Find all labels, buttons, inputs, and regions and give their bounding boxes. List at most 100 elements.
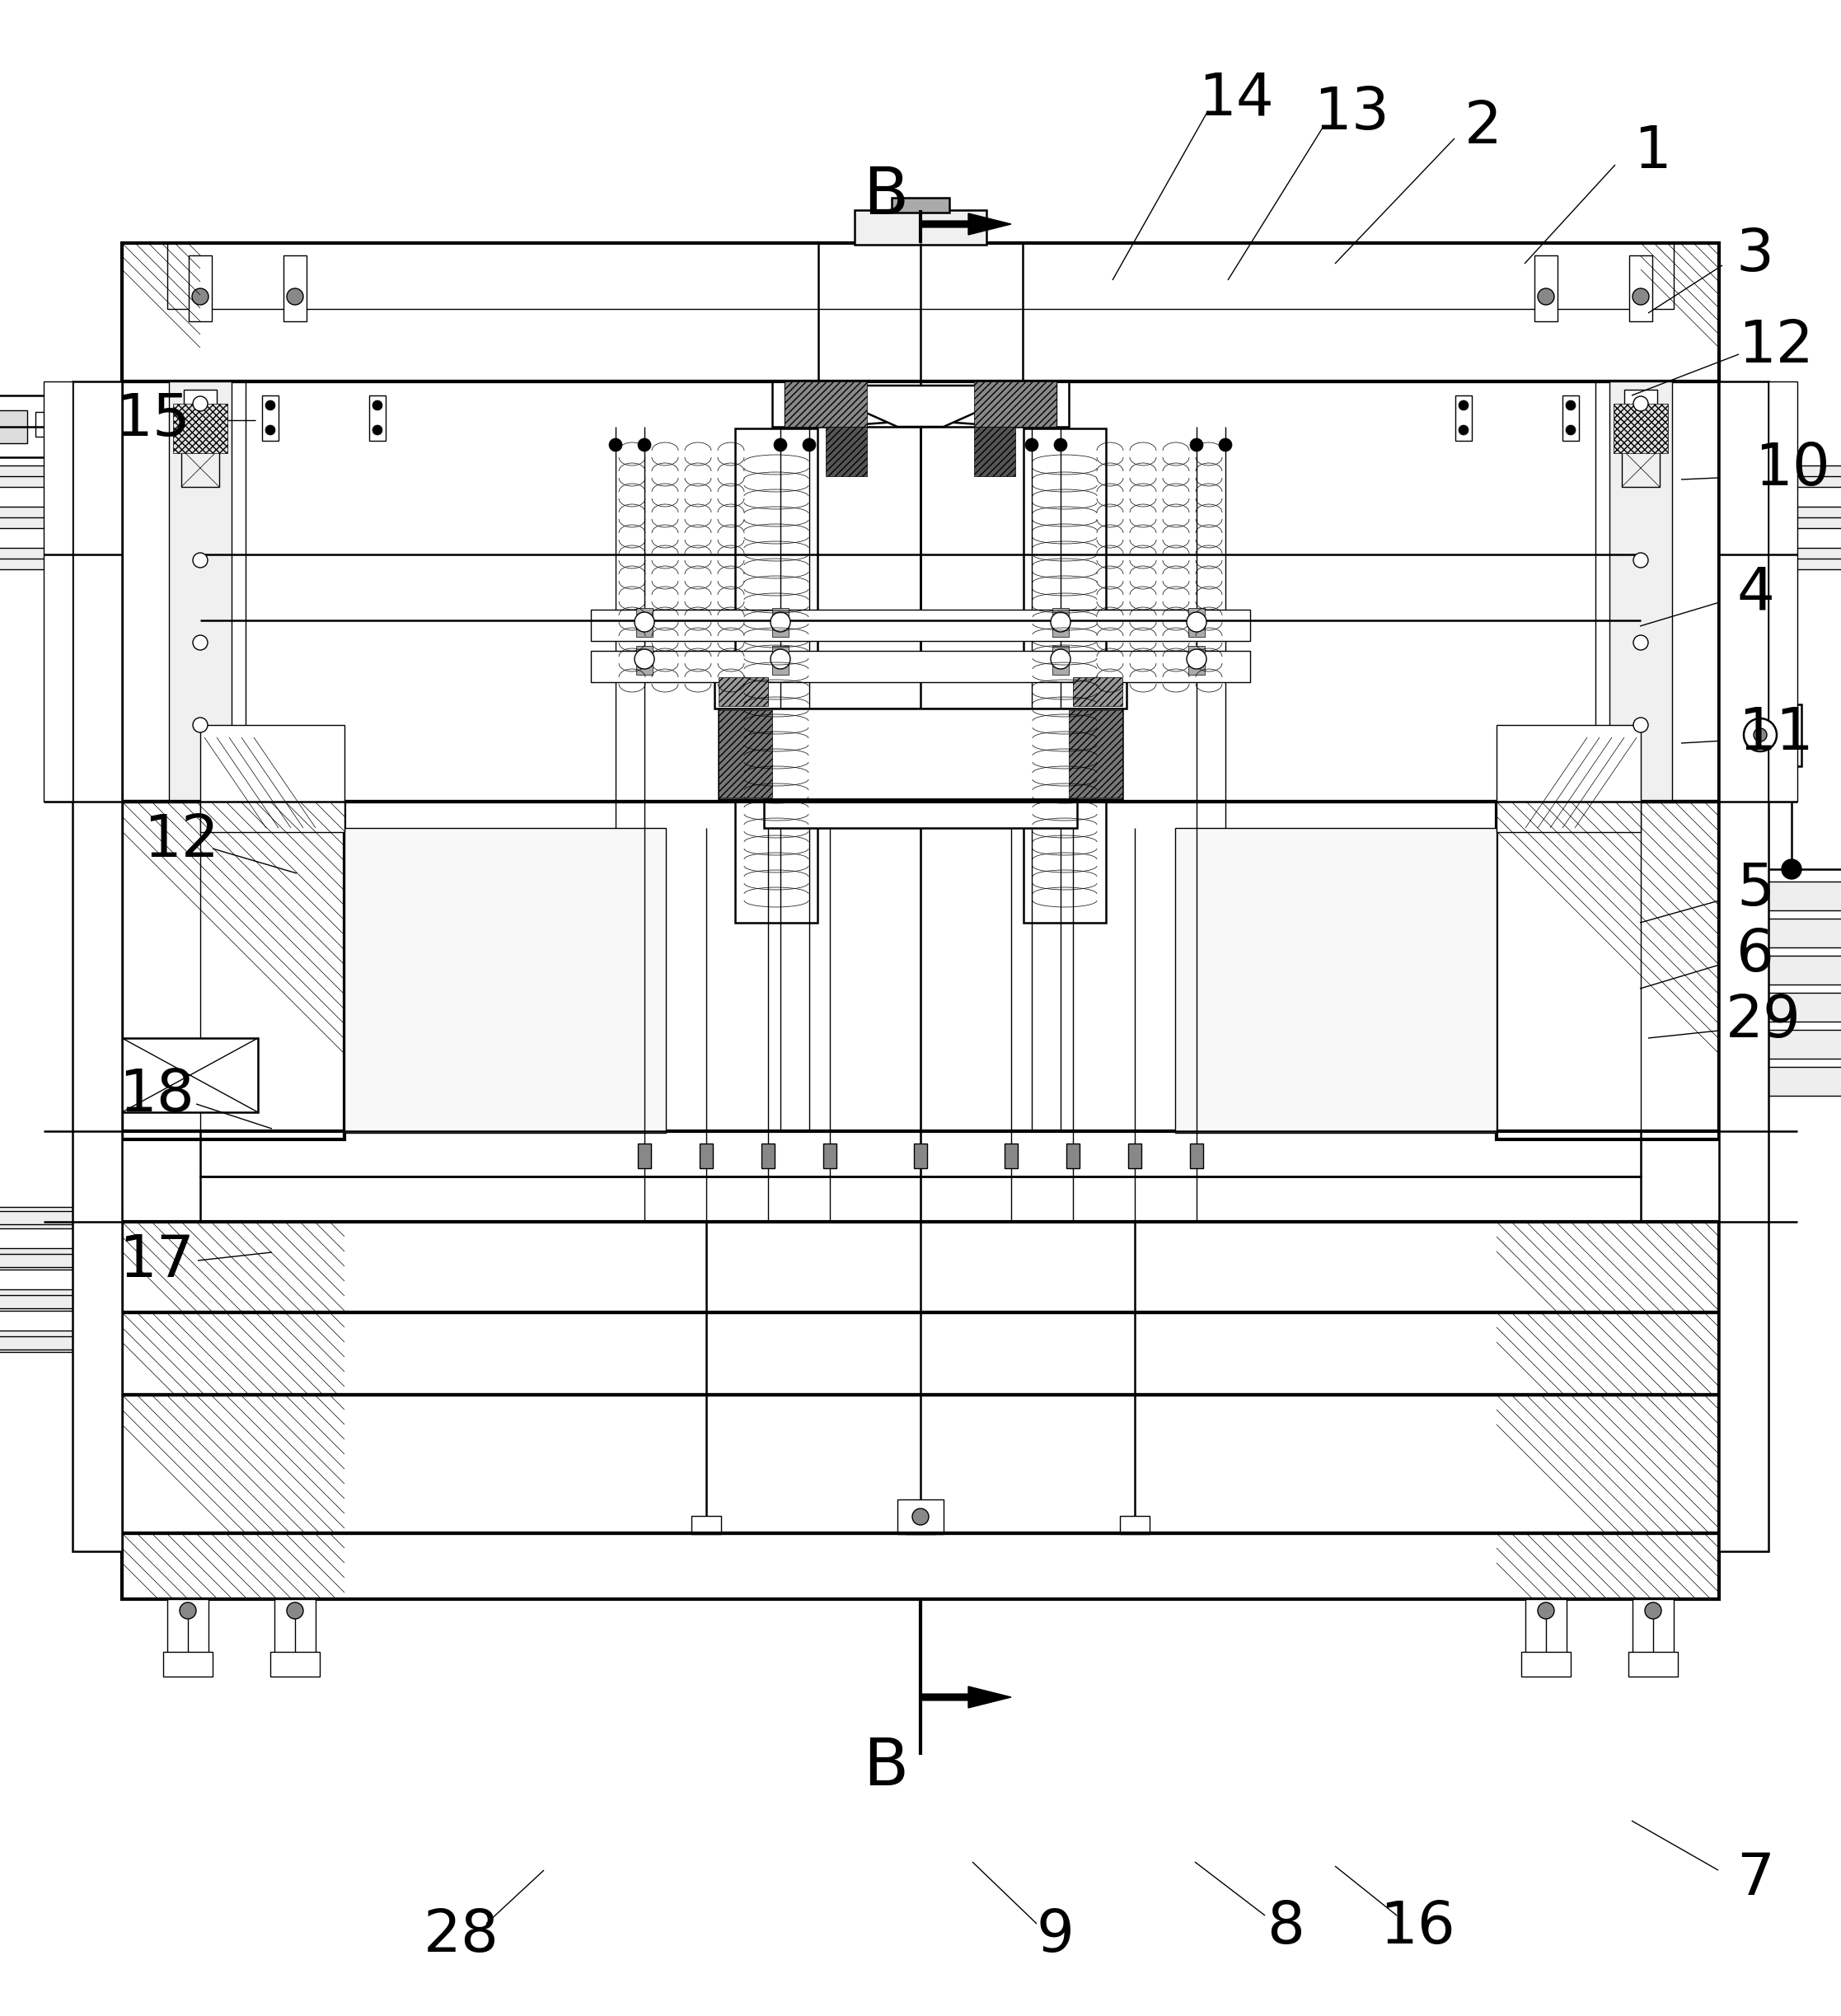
Bar [817, 244, 1024, 381]
Circle shape [265, 401, 276, 411]
Bar [1613, 403, 1668, 454]
Circle shape [1633, 718, 1648, 732]
Bar [184, 423, 217, 439]
Bar [122, 802, 344, 1139]
Bar [771, 645, 788, 675]
Bar [1719, 704, 1802, 766]
Bar [1187, 609, 1204, 637]
Bar [1521, 1651, 1570, 1677]
Bar [169, 381, 232, 802]
Text: 14: 14 [1198, 71, 1274, 127]
Bar [771, 609, 788, 637]
Circle shape [1458, 401, 1469, 411]
Bar [913, 1143, 928, 1167]
Bar [0, 466, 122, 488]
Bar [168, 244, 1673, 308]
Circle shape [771, 613, 790, 631]
Bar [1633, 1599, 1673, 1657]
Bar [1066, 1143, 1079, 1167]
Bar [1187, 645, 1204, 675]
Text: 7: 7 [1736, 1851, 1775, 1907]
Bar [190, 256, 212, 321]
Circle shape [771, 649, 790, 669]
Bar [692, 1516, 722, 1534]
Bar [1719, 381, 1769, 1552]
Bar [827, 427, 867, 476]
Bar [637, 609, 654, 637]
Circle shape [1537, 1603, 1554, 1619]
Bar [122, 244, 1719, 381]
Bar [1040, 381, 1057, 427]
Circle shape [1051, 649, 1070, 669]
Circle shape [1633, 288, 1650, 304]
Text: 12: 12 [1738, 319, 1813, 375]
Bar [284, 256, 307, 321]
Bar [1456, 395, 1471, 442]
Circle shape [635, 649, 654, 669]
Circle shape [1458, 425, 1469, 435]
Bar [1053, 645, 1070, 675]
Text: 16: 16 [1379, 1899, 1454, 1956]
Circle shape [1055, 437, 1068, 452]
Bar [718, 708, 1123, 798]
Text: 13: 13 [1314, 85, 1390, 141]
Text: 18: 18 [118, 1066, 195, 1125]
Circle shape [1565, 425, 1576, 435]
Text: 3: 3 [1736, 228, 1775, 284]
Circle shape [609, 437, 622, 452]
Bar [1727, 956, 1841, 984]
Bar [168, 1599, 208, 1657]
Bar [771, 381, 1070, 427]
Circle shape [786, 405, 799, 417]
Bar [1719, 548, 1841, 569]
Bar [261, 395, 278, 442]
Circle shape [193, 397, 208, 411]
Circle shape [1187, 613, 1206, 631]
Circle shape [287, 288, 304, 304]
Bar [906, 1516, 935, 1534]
Text: B: B [863, 163, 909, 228]
Circle shape [372, 401, 383, 411]
Bar [700, 1143, 712, 1167]
Bar [591, 651, 1250, 681]
Bar [1727, 881, 1841, 911]
Bar [344, 829, 666, 1133]
Bar [184, 389, 217, 415]
Bar [591, 609, 1250, 641]
Bar [1719, 506, 1841, 528]
Text: 12: 12 [144, 812, 219, 869]
Bar [1727, 712, 1793, 758]
Bar [370, 395, 385, 442]
Text: 8: 8 [1267, 1899, 1305, 1956]
Text: 1: 1 [1633, 125, 1672, 181]
Bar [1727, 1066, 1841, 1097]
Bar [122, 1534, 1719, 1599]
Bar [173, 403, 228, 454]
Bar [44, 381, 72, 802]
Text: 17: 17 [120, 1232, 195, 1288]
Bar [0, 506, 122, 528]
Circle shape [1782, 859, 1802, 879]
Bar [0, 411, 28, 444]
Text: 11: 11 [1738, 706, 1813, 762]
Bar [122, 802, 1719, 1131]
Circle shape [637, 437, 652, 452]
Bar [1119, 1516, 1149, 1534]
Bar [1024, 429, 1106, 923]
Bar [1053, 609, 1070, 637]
Bar [1005, 1143, 1018, 1167]
Circle shape [193, 718, 208, 732]
Circle shape [773, 437, 786, 452]
Bar [0, 548, 122, 569]
Bar [0, 1212, 114, 1224]
Circle shape [1754, 728, 1767, 742]
Text: 28: 28 [423, 1907, 499, 1964]
Bar [764, 798, 1077, 829]
Circle shape [1633, 397, 1648, 411]
Bar [0, 1331, 122, 1353]
Bar [784, 381, 801, 427]
Bar [201, 802, 1640, 1131]
Bar [854, 210, 987, 244]
Bar [784, 381, 867, 427]
Bar [1624, 423, 1657, 439]
